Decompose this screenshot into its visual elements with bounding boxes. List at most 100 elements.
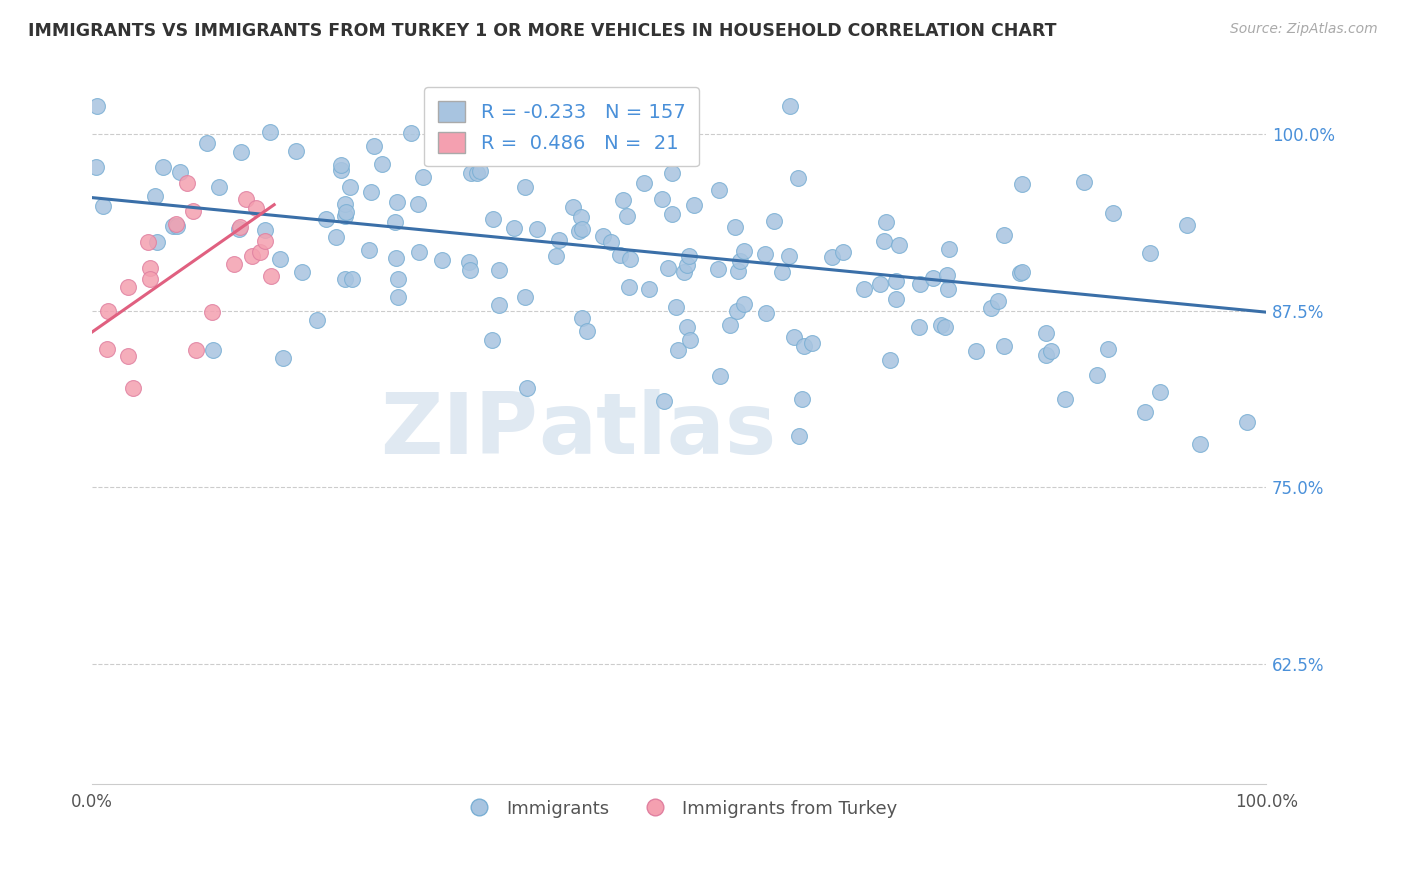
Point [586, 120, 609, 134]
Point [613, 99, 636, 113]
Point [651, 192, 673, 206]
Point [86, 160, 108, 174]
Point [363, 138, 385, 153]
Point [329, 162, 352, 177]
Point [340, 271, 363, 285]
Point [231, 145, 253, 159]
Point [269, 252, 291, 266]
Point [387, 290, 409, 304]
Point [666, 343, 689, 358]
Point [557, 124, 579, 138]
Point [146, 235, 169, 249]
Point [245, 201, 267, 215]
Point [195, 136, 218, 150]
Point [122, 380, 145, 394]
Point [679, 333, 702, 347]
Point [728, 253, 751, 268]
Point [936, 268, 959, 282]
Point [1097, 342, 1119, 356]
Point [755, 306, 778, 320]
Point [709, 369, 731, 384]
Point [1073, 175, 1095, 189]
Point [228, 222, 250, 236]
Point [725, 304, 748, 318]
Point [249, 245, 271, 260]
Point [229, 220, 252, 235]
Point [617, 280, 640, 294]
Point [360, 186, 382, 200]
Point [569, 211, 592, 225]
Point [240, 249, 263, 263]
Point [637, 282, 659, 296]
Text: IMMIGRANTS VS IMMIGRANTS FROM TURKEY 1 OR MORE VEHICLES IN HOUSEHOLD CORRELATION: IMMIGRANTS VS IMMIGRANTS FROM TURKEY 1 O… [28, 22, 1057, 40]
Point [422, 142, 444, 156]
Point [778, 249, 800, 263]
Point [384, 215, 406, 229]
Point [733, 244, 755, 259]
Point [254, 223, 277, 237]
Point [502, 221, 524, 235]
Point [467, 166, 489, 180]
Point [333, 271, 356, 285]
Point [568, 224, 591, 238]
Point [359, 243, 381, 257]
Point [792, 339, 814, 353]
Point [515, 179, 537, 194]
Point [616, 210, 638, 224]
Point [335, 205, 357, 219]
Point [873, 234, 896, 248]
Point [271, 351, 294, 366]
Point [86, 99, 108, 113]
Point [1175, 218, 1198, 232]
Point [790, 392, 813, 406]
Point [143, 189, 166, 203]
Point [786, 171, 808, 186]
Point [661, 166, 683, 180]
Point [548, 233, 571, 247]
Point [633, 176, 655, 190]
Point [1236, 415, 1258, 429]
Point [718, 318, 741, 332]
Point [544, 249, 567, 263]
Point [325, 229, 347, 244]
Point [678, 249, 700, 263]
Point [285, 144, 308, 158]
Point [1054, 392, 1077, 406]
Point [562, 200, 585, 214]
Point [884, 292, 907, 306]
Point [488, 263, 510, 277]
Point [468, 140, 491, 154]
Point [612, 193, 634, 207]
Point [1035, 348, 1057, 362]
Point [139, 271, 162, 285]
Point [609, 248, 631, 262]
Point [801, 335, 824, 350]
Point [91, 199, 114, 213]
Point [305, 313, 328, 327]
Point [575, 324, 598, 338]
Point [138, 261, 160, 276]
Point [987, 293, 1010, 308]
Text: Source: ZipAtlas.com: Source: ZipAtlas.com [1230, 22, 1378, 37]
Point [460, 166, 482, 180]
Point [202, 343, 225, 357]
Point [980, 301, 1002, 315]
Point [260, 269, 283, 284]
Point [329, 158, 352, 172]
Point [707, 261, 730, 276]
Point [783, 329, 806, 343]
Point [259, 125, 281, 139]
Point [406, 197, 429, 211]
Point [1085, 368, 1108, 382]
Point [762, 214, 785, 228]
Point [936, 282, 959, 296]
Point [166, 219, 188, 234]
Point [412, 170, 434, 185]
Point [707, 183, 730, 197]
Point [934, 320, 956, 334]
Point [169, 164, 191, 178]
Point [676, 258, 699, 272]
Point [371, 157, 394, 171]
Point [938, 243, 960, 257]
Point [488, 298, 510, 312]
